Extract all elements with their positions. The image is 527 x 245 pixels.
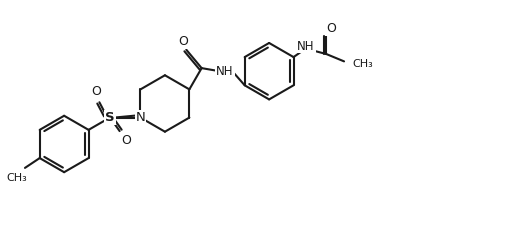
Text: NH: NH: [216, 65, 233, 78]
Text: O: O: [121, 135, 131, 147]
Text: N: N: [135, 111, 145, 124]
Text: S: S: [105, 111, 115, 124]
Text: CH₃: CH₃: [352, 59, 373, 69]
Text: CH₃: CH₃: [7, 173, 27, 183]
Text: NH: NH: [297, 39, 315, 52]
Text: O: O: [178, 35, 188, 48]
Text: N: N: [135, 111, 145, 124]
Text: O: O: [91, 85, 101, 98]
Text: O: O: [326, 22, 336, 35]
